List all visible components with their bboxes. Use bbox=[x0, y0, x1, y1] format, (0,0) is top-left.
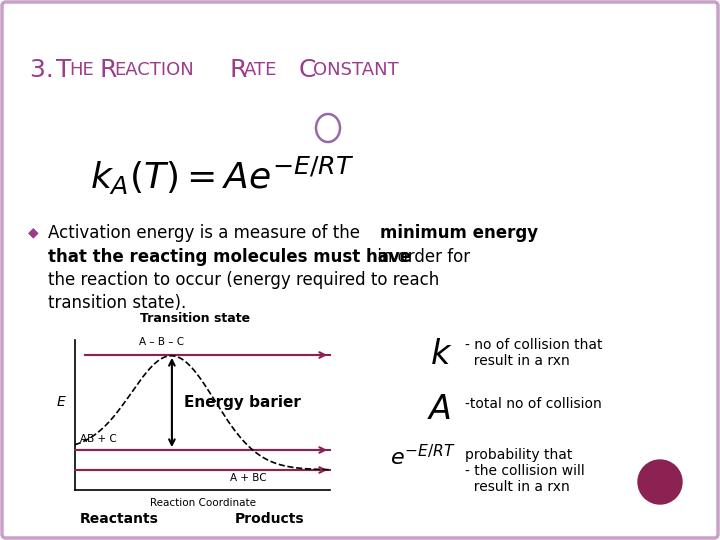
Text: -total no of collision: -total no of collision bbox=[465, 397, 602, 411]
Text: Transition state: Transition state bbox=[140, 312, 250, 325]
Text: that the reacting molecules must have: that the reacting molecules must have bbox=[48, 248, 411, 266]
Text: EACTION: EACTION bbox=[114, 61, 194, 79]
Text: ATE: ATE bbox=[244, 61, 277, 79]
Text: R: R bbox=[230, 58, 248, 82]
Text: Products: Products bbox=[235, 512, 305, 526]
Text: E: E bbox=[57, 395, 66, 409]
Text: A – B – C: A – B – C bbox=[140, 337, 184, 347]
Text: ONSTANT: ONSTANT bbox=[313, 61, 399, 79]
Text: the reaction to occur (energy required to reach: the reaction to occur (energy required t… bbox=[48, 271, 439, 289]
Text: Reaction Coordinate: Reaction Coordinate bbox=[150, 498, 256, 508]
Text: R: R bbox=[100, 58, 117, 82]
Circle shape bbox=[638, 460, 682, 504]
Text: 3.: 3. bbox=[30, 58, 62, 82]
Text: $k_A(T)= Ae^{-E/RT}$: $k_A(T)= Ae^{-E/RT}$ bbox=[90, 155, 354, 197]
Text: Energy barier: Energy barier bbox=[184, 395, 301, 410]
Text: $e^{-E/RT}$: $e^{-E/RT}$ bbox=[390, 445, 456, 470]
Text: probability that
- the collision will
  result in a rxn: probability that - the collision will re… bbox=[465, 448, 585, 495]
Text: HE: HE bbox=[69, 61, 94, 79]
Text: $A$: $A$ bbox=[427, 393, 451, 426]
Text: C: C bbox=[299, 58, 316, 82]
Text: Reactants: Reactants bbox=[80, 512, 159, 526]
Text: T: T bbox=[56, 58, 71, 82]
Text: A + BC: A + BC bbox=[230, 473, 266, 483]
Text: Activation energy is a measure of the: Activation energy is a measure of the bbox=[48, 224, 365, 242]
Text: AB + C: AB + C bbox=[80, 434, 117, 444]
Text: - no of collision that
  result in a rxn: - no of collision that result in a rxn bbox=[465, 338, 603, 368]
Text: $k$: $k$ bbox=[430, 338, 452, 371]
Text: transition state).: transition state). bbox=[48, 294, 186, 312]
Text: minimum energy: minimum energy bbox=[380, 224, 538, 242]
Text: in order for: in order for bbox=[372, 248, 470, 266]
Text: ◆: ◆ bbox=[28, 225, 39, 239]
